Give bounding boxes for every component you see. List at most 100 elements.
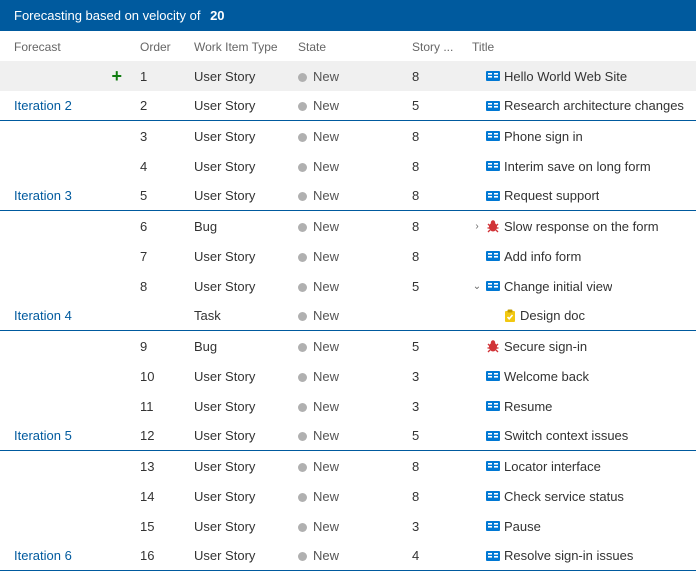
col-story[interactable]: Story ...	[412, 40, 472, 54]
cell-type: Task	[194, 308, 298, 323]
iteration-label[interactable]: Iteration 6	[14, 548, 72, 563]
story-icon	[486, 550, 500, 562]
table-row[interactable]: 3User StoryNew8Phone sign in	[0, 121, 696, 151]
state-dot-icon	[298, 463, 307, 472]
cell-type: User Story	[194, 369, 298, 384]
chevron-right-icon[interactable]: ›	[472, 221, 482, 232]
cell-story-points: 3	[412, 519, 472, 534]
cell-title[interactable]: Switch context issues	[472, 428, 696, 443]
story-icon	[486, 520, 500, 532]
cell-title[interactable]: ›Slow response on the form	[472, 219, 696, 234]
cell-type: User Story	[194, 519, 298, 534]
col-state[interactable]: State	[298, 40, 412, 54]
state-text: New	[313, 98, 339, 113]
state-dot-icon	[298, 102, 307, 111]
cell-order: 12	[140, 428, 194, 443]
cell-order: 14	[140, 489, 194, 504]
table-row[interactable]: Iteration 616User StoryNew4Resolve sign-…	[0, 541, 696, 571]
cell-title[interactable]: Add info form	[472, 249, 696, 264]
cell-state: New	[298, 369, 412, 384]
cell-type: User Story	[194, 98, 298, 113]
col-order[interactable]: Order	[140, 40, 194, 54]
cell-order: 1	[140, 69, 194, 84]
cell-type: User Story	[194, 428, 298, 443]
cell-story-points: 5	[412, 428, 472, 443]
table-row[interactable]: 7User StoryNew8Add info form	[0, 241, 696, 271]
cell-type: User Story	[194, 548, 298, 563]
iteration-label[interactable]: Iteration 3	[14, 188, 72, 203]
table-row[interactable]: 6BugNew8›Slow response on the form	[0, 211, 696, 241]
table-row[interactable]: 14User StoryNew8Check service status	[0, 481, 696, 511]
cell-state: New	[298, 489, 412, 504]
title-text: Add info form	[504, 249, 581, 264]
cell-title[interactable]: Interim save on long form	[472, 159, 696, 174]
cell-story-points: 4	[412, 548, 472, 563]
title-text: Locator interface	[504, 459, 601, 474]
story-icon	[486, 100, 500, 112]
cell-title[interactable]: Resume	[472, 399, 696, 414]
table-row[interactable]: Iteration 5 12User Story New 5 Switch contex…	[0, 421, 696, 451]
table-row[interactable]: 11User StoryNew3Resume	[0, 391, 696, 421]
chevron-down-icon[interactable]: ⌄	[472, 281, 482, 292]
cell-title[interactable]: Research architecture changes	[472, 98, 696, 113]
cell-state: New	[298, 339, 412, 354]
table-row[interactable]: +1User StoryNew8Hello World Web Site	[0, 61, 696, 91]
cell-title[interactable]: Design doc	[472, 308, 696, 323]
add-icon[interactable]: +	[111, 67, 122, 85]
cell-order: 5	[140, 188, 194, 203]
cell-order: 10	[140, 369, 194, 384]
table-row[interactable]: 4User StoryNew8Interim save on long form	[0, 151, 696, 181]
cell-type: User Story	[194, 459, 298, 474]
cell-title[interactable]: Request support	[472, 188, 696, 203]
title-text: Request support	[504, 188, 599, 203]
cell-title[interactable]: Check service status	[472, 489, 696, 504]
iteration-label[interactable]: Iteration 4	[14, 308, 72, 323]
cell-title[interactable]: Phone sign in	[472, 129, 696, 144]
table-row[interactable]: Iteration 22User StoryNew5Research archi…	[0, 91, 696, 121]
iteration-label[interactable]: Iteration 5	[14, 428, 72, 443]
cell-order: 9	[140, 339, 194, 354]
table-row[interactable]: 15User StoryNew3Pause	[0, 511, 696, 541]
state-text: New	[313, 159, 339, 174]
cell-state: New	[298, 69, 412, 84]
state-dot-icon	[298, 192, 307, 201]
table-row[interactable]: 9BugNew5Secure sign-in	[0, 331, 696, 361]
col-type[interactable]: Work Item Type	[194, 40, 298, 54]
cell-title[interactable]: Welcome back	[472, 369, 696, 384]
cell-title[interactable]: Hello World Web Site	[472, 69, 696, 84]
forecast-grid: Forecast Order Work Item Type State Stor…	[0, 31, 696, 571]
cell-story-points: 8	[412, 459, 472, 474]
cell-title[interactable]: Secure sign-in	[472, 339, 696, 354]
cell-state: New	[298, 188, 412, 203]
cell-type: User Story	[194, 279, 298, 294]
state-dot-icon	[298, 312, 307, 321]
iteration-label[interactable]: Iteration 2	[14, 98, 72, 113]
cell-order: 15	[140, 519, 194, 534]
col-forecast[interactable]: Forecast	[0, 40, 140, 54]
cell-state: New	[298, 249, 412, 264]
cell-title[interactable]: Locator interface	[472, 459, 696, 474]
col-title[interactable]: Title	[472, 40, 696, 54]
state-dot-icon	[298, 552, 307, 561]
cell-title[interactable]: ⌄ Change initial view	[472, 279, 696, 294]
table-row[interactable]: 8User StoryNew5⌄Change initial view	[0, 271, 696, 301]
state-dot-icon	[298, 373, 307, 382]
title-text: Interim save on long form	[504, 159, 651, 174]
title-text: Secure sign-in	[504, 339, 587, 354]
table-row[interactable]: 13User StoryNew8Locator interface	[0, 451, 696, 481]
story-icon	[486, 250, 500, 262]
state-text: New	[313, 428, 339, 443]
state-text: New	[313, 188, 339, 203]
state-dot-icon	[298, 223, 307, 232]
table-row[interactable]: Iteration 4TaskNewDesign doc	[0, 301, 696, 331]
cell-title[interactable]: Resolve sign-in issues	[472, 548, 696, 563]
table-row[interactable]: 10User StoryNew3Welcome back	[0, 361, 696, 391]
state-dot-icon	[298, 283, 307, 292]
title-text: Switch context issues	[504, 428, 628, 443]
cell-title[interactable]: Pause	[472, 519, 696, 534]
table-row[interactable]: Iteration 35User StoryNew8Request suppor…	[0, 181, 696, 211]
banner-prefix: Forecasting based on velocity of	[14, 8, 200, 23]
cell-state: New	[298, 399, 412, 414]
forecast-banner: Forecasting based on velocity of 20	[0, 0, 696, 31]
title-text: Change initial view	[504, 279, 612, 294]
